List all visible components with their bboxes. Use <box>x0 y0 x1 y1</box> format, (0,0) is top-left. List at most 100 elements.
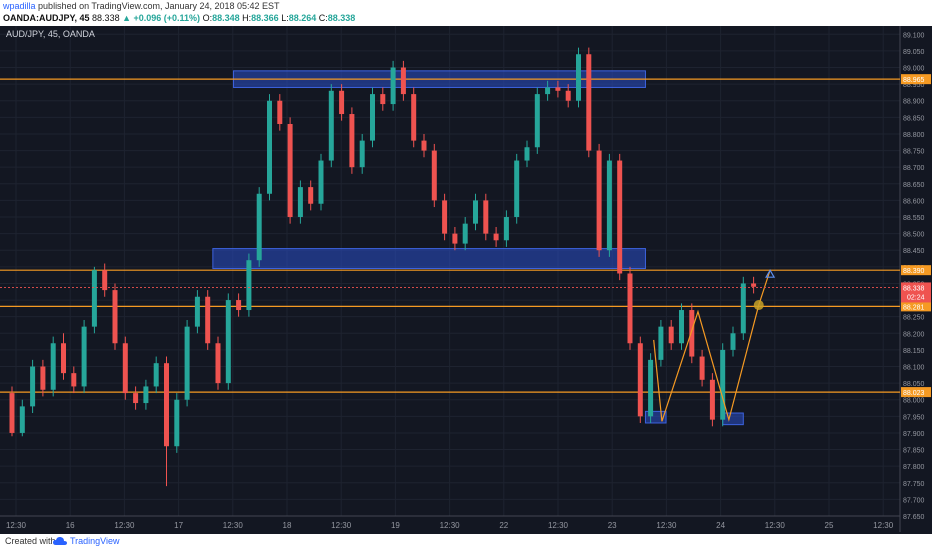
support-resistance-zone <box>644 410 667 424</box>
candle-body <box>586 54 592 151</box>
candle-body <box>215 343 221 384</box>
y-tick-label: 88.150 <box>903 348 925 355</box>
y-tick-label: 87.900 <box>903 431 925 438</box>
x-tick-label: 16 <box>66 521 75 530</box>
y-tick-label: 88.650 <box>903 182 925 189</box>
candle-body <box>349 114 355 168</box>
candle-body <box>370 94 375 141</box>
candle-body <box>637 343 643 417</box>
level-price-tag <box>901 74 931 85</box>
y-tick-label: 88.800 <box>903 132 925 139</box>
level-price-label: 88.965 <box>903 77 925 84</box>
close-label: C: <box>318 13 328 23</box>
chart-area[interactable]: 89.100 89.050 89.000 88.950 88.900 88.850 88.8… <box>0 26 932 534</box>
author-link[interactable]: wpadilla <box>3 1 36 11</box>
x-tick-label: 25 <box>825 521 834 530</box>
candle-body <box>205 296 211 344</box>
chart-svg[interactable]: 89.100 89.050 89.000 88.950 88.900 88.850 88.8… <box>0 26 932 534</box>
projection-arrow <box>765 268 776 278</box>
candle-body <box>9 393 15 433</box>
y-tick-label: 88.450 <box>903 248 925 255</box>
candle-body <box>545 87 551 95</box>
y-tick-label: 88.550 <box>903 215 925 222</box>
x-tick-label: 12:30 <box>873 521 894 530</box>
y-tick-label: 88.250 <box>903 315 925 322</box>
x-tick-label: 12:30 <box>331 521 352 530</box>
x-tick-label: 18 <box>283 521 292 530</box>
candle-body <box>720 349 726 420</box>
chart-title: AUD/JPY, 45, OANDA <box>6 29 95 39</box>
candle-body <box>153 363 159 387</box>
current-price-label: 88.338 <box>903 285 925 292</box>
level-price-tag <box>901 265 931 276</box>
candle-body <box>277 100 283 124</box>
candle-body <box>524 147 530 161</box>
y-tick-label: 88.900 <box>903 99 925 106</box>
y-tick-label: 88.850 <box>903 115 925 122</box>
candle-body <box>400 67 406 95</box>
candle-body <box>452 233 458 244</box>
publish-info: published on TradingView.com, January 24… <box>38 1 280 11</box>
candle-body <box>81 326 87 387</box>
candle-body <box>164 363 169 447</box>
high-label: H: <box>242 13 252 23</box>
candle-body <box>246 260 252 311</box>
candle-body <box>503 217 509 241</box>
x-tick-label: 12:30 <box>765 521 786 530</box>
target-marker <box>753 300 764 311</box>
last-price: 88.338 <box>92 13 120 23</box>
y-tick-label: 88.050 <box>903 381 925 388</box>
candle-body <box>596 150 602 251</box>
publish-header: wpadilla published on TradingView.com, J… <box>0 0 932 26</box>
y-tick-label: 88.100 <box>903 365 925 372</box>
candle-body <box>380 94 386 105</box>
candle-body <box>30 366 36 407</box>
candle-body <box>308 187 314 204</box>
y-tick-label: 88.500 <box>903 232 925 239</box>
candle-body <box>339 90 345 115</box>
price-change: ▲ +0.096 (+0.11%) <box>122 13 201 23</box>
candle-body <box>390 67 396 105</box>
candle-body <box>462 223 468 244</box>
x-tick-label: 12:30 <box>114 521 135 530</box>
candle-body <box>267 100 272 194</box>
x-tick-label: 12:30 <box>548 521 569 530</box>
candle-body <box>112 290 118 344</box>
candle-body <box>668 326 674 344</box>
candle-body <box>709 379 715 420</box>
candle-body <box>431 150 437 201</box>
x-tick-label: 24 <box>716 521 725 530</box>
y-tick-label: 87.950 <box>903 414 925 421</box>
tradingview-brand[interactable]: TradingView <box>70 536 120 546</box>
candle-body <box>91 270 97 327</box>
candle-body <box>740 283 746 334</box>
candle-body <box>421 140 427 151</box>
x-tick-label: 12:30 <box>223 521 244 530</box>
symbol-line: OANDA:AUDJPY, 45 <box>3 13 90 23</box>
y-tick-label: 88.950 <box>903 82 925 89</box>
open-label: O: <box>202 13 213 23</box>
y-tick-label: 87.650 <box>903 514 925 521</box>
support-resistance-zone <box>722 412 744 426</box>
candle-body <box>627 273 633 344</box>
pattern-line <box>653 269 771 422</box>
candle-body <box>174 399 180 447</box>
candle-body <box>658 326 664 360</box>
close-value: 88.338 <box>327 13 356 23</box>
candle-body <box>442 200 448 234</box>
candle-body <box>122 343 128 394</box>
candle-body <box>61 343 66 374</box>
x-tick-label: 19 <box>391 521 400 530</box>
ohlc-line: OANDA:AUDJPY, 45 88.338 ▲ +0.096 (+0.11%… <box>3 13 355 23</box>
x-tick-label: 23 <box>608 521 617 530</box>
candle-body <box>236 300 242 311</box>
candle-body <box>648 359 654 417</box>
y-tick-label: 88.700 <box>903 165 925 172</box>
candle-body <box>555 87 561 91</box>
candle-body <box>411 94 417 141</box>
candle-body <box>256 193 262 261</box>
candle-body <box>40 366 46 390</box>
candle-body <box>19 406 25 433</box>
candle-body <box>483 200 489 234</box>
y-tick-label: 87.700 <box>903 497 925 504</box>
